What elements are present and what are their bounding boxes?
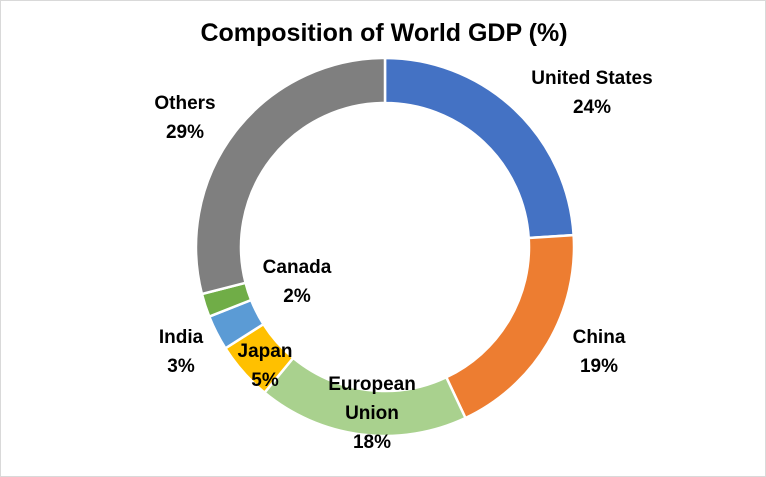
label-united-states-name: United States — [531, 68, 653, 89]
label-european-union-value: 18% — [352, 432, 392, 453]
label-japan-name: Japan — [237, 341, 293, 362]
label-canada-value: 2% — [283, 286, 311, 307]
label-japan: Japan 5% — [225, 337, 305, 395]
label-united-states: United States 24% — [512, 64, 672, 122]
label-india-value: 3% — [167, 356, 195, 377]
chart-title: Composition of World GDP (%) — [200, 19, 568, 47]
label-india: India 3% — [141, 323, 221, 381]
slice-others — [194, 56, 387, 296]
label-china-value: 19% — [579, 356, 619, 377]
label-european-union-line1: European — [328, 374, 416, 395]
label-china-name: China — [572, 327, 626, 348]
label-china: China 19% — [549, 323, 649, 381]
label-others-name: Others — [154, 93, 216, 114]
label-others-value: 29% — [165, 122, 205, 143]
label-canada: Canada 2% — [247, 253, 347, 311]
label-others: Others 29% — [135, 89, 235, 147]
label-european-union-line2: Union — [345, 403, 399, 424]
label-canada-name: Canada — [262, 257, 332, 278]
label-japan-value: 5% — [251, 370, 279, 391]
label-united-states-value: 24% — [572, 97, 612, 118]
label-india-name: India — [158, 327, 204, 348]
label-european-union: European Union 18% — [307, 370, 437, 457]
